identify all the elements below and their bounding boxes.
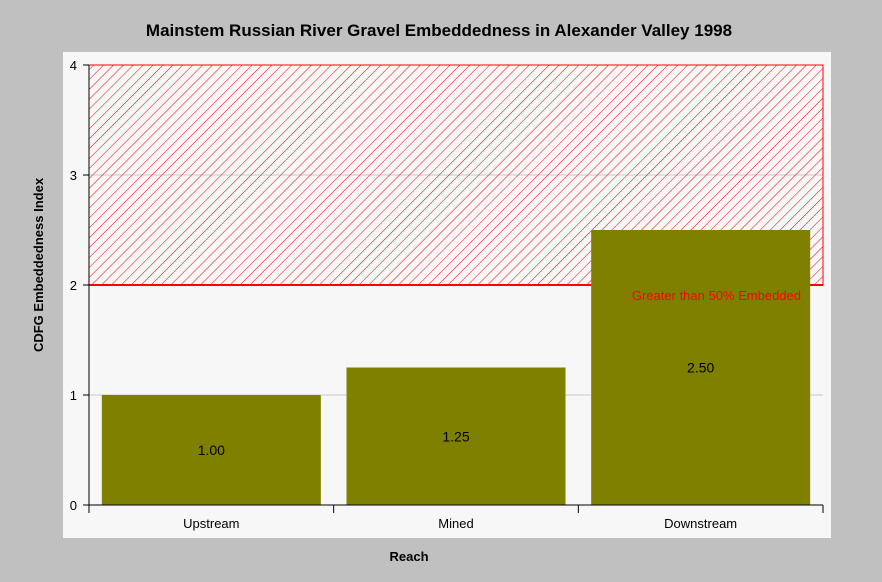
y-tick-label: 4 (70, 58, 77, 73)
y-tick-label: 3 (70, 168, 77, 183)
y-axis-title: CDFG Embeddedness Index (31, 177, 46, 352)
y-tick-label: 1 (70, 388, 77, 403)
bar-downstream (591, 230, 811, 505)
data-label: 1.00 (198, 442, 225, 458)
x-axis-title: Reach (389, 549, 428, 564)
data-label: 2.50 (687, 360, 714, 376)
labels: 1.00 1.25 2.50 Greater than 50% Embedded 0 1 2… (70, 58, 801, 531)
x-tick-label: Mined (438, 516, 473, 531)
data-label: 1.25 (442, 428, 469, 444)
bar-upstream (101, 395, 321, 505)
bar-mined (346, 367, 566, 505)
x-tick-label: Upstream (183, 516, 239, 531)
y-tick-label: 2 (70, 278, 77, 293)
y-tick-label: 0 (70, 498, 77, 513)
x-tick-label: Downstream (664, 516, 737, 531)
bars (101, 230, 811, 505)
axes (83, 64, 824, 513)
threshold-label: Greater than 50% Embedded (632, 288, 801, 303)
chart-title: Mainstem Russian River Gravel Embeddedne… (146, 21, 732, 40)
